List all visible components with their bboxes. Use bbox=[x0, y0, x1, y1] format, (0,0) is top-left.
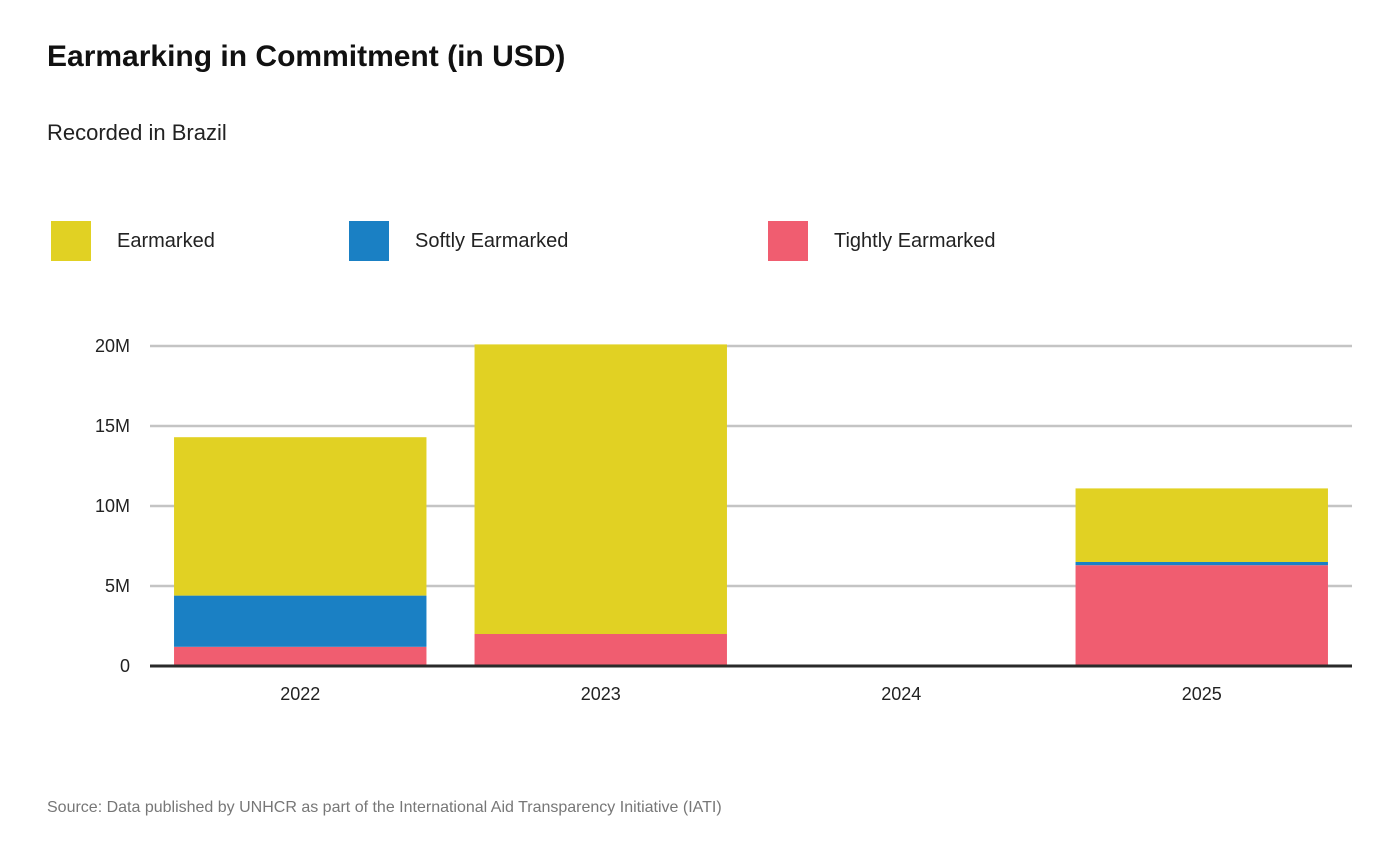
legend-swatch-earmarked bbox=[51, 221, 91, 261]
bar-segment-softly-earmarked bbox=[174, 595, 427, 647]
bar-segment-earmarked bbox=[174, 437, 427, 596]
y-tick-label: 20M bbox=[95, 336, 130, 356]
source-note: Source: Data published by UNHCR as part … bbox=[47, 799, 722, 816]
y-tick-label: 10M bbox=[95, 496, 130, 516]
chart-subtitle: Recorded in Brazil bbox=[47, 120, 227, 145]
legend-label-softly-earmarked: Softly Earmarked bbox=[415, 229, 569, 252]
legend-label-tightly-earmarked: Tightly Earmarked bbox=[834, 229, 996, 252]
legend-swatch-softly-earmarked bbox=[349, 221, 389, 261]
y-tick-label: 5M bbox=[105, 576, 130, 596]
legend-item-tightly-earmarked: Tightly Earmarked bbox=[768, 221, 996, 261]
bar-segment-earmarked bbox=[474, 344, 727, 634]
legend-label-earmarked: Earmarked bbox=[117, 229, 215, 252]
chart-title: Earmarking in Commitment (in USD) bbox=[47, 40, 566, 73]
x-tick-label: 2022 bbox=[280, 684, 320, 704]
bar-segment-earmarked bbox=[1075, 488, 1328, 562]
bar-segment-tightly-earmarked bbox=[474, 634, 727, 666]
legend-item-softly-earmarked: Softly Earmarked bbox=[349, 221, 568, 261]
bar-segment-tightly-earmarked bbox=[1075, 565, 1328, 666]
x-tick-label: 2023 bbox=[581, 684, 621, 704]
legend-swatch-tightly-earmarked bbox=[768, 221, 808, 261]
legend-item-earmarked: Earmarked bbox=[51, 221, 215, 261]
x-tick-label: 2024 bbox=[881, 684, 921, 704]
y-tick-label: 0 bbox=[120, 656, 130, 676]
bar-segment-tightly-earmarked bbox=[174, 646, 427, 666]
y-tick-label: 15M bbox=[95, 416, 130, 436]
x-tick-label: 2025 bbox=[1182, 684, 1222, 704]
bar-segment-softly-earmarked bbox=[1075, 562, 1328, 566]
